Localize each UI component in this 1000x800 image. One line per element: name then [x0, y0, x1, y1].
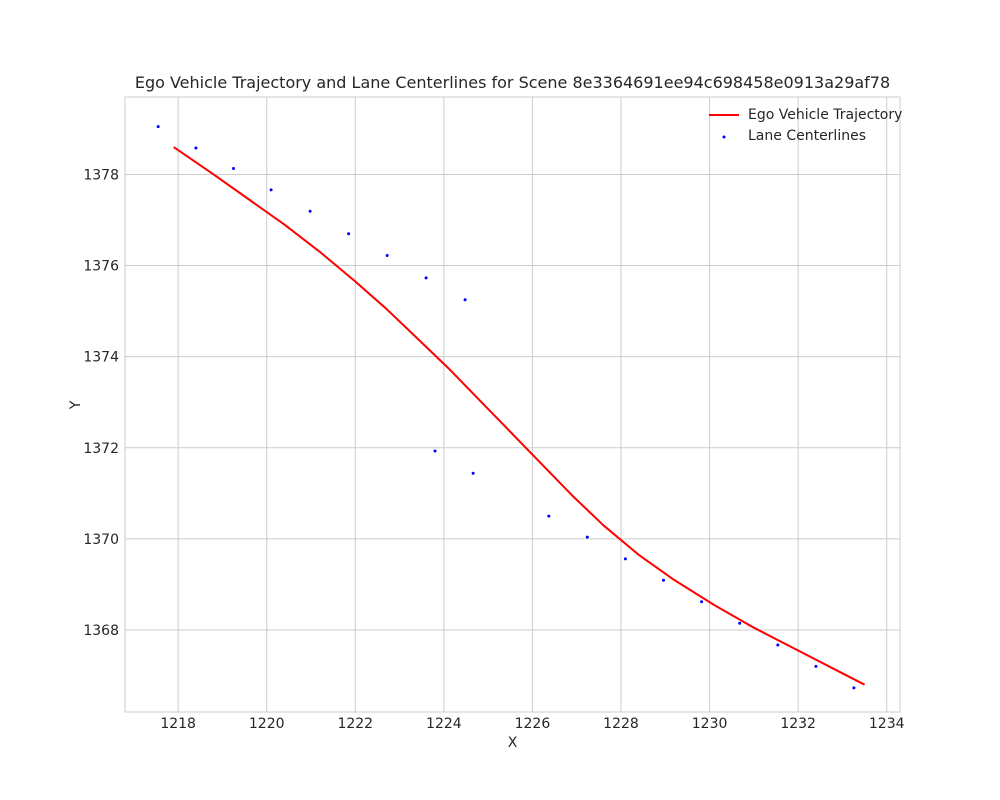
legend-trajectory-label: Ego Vehicle Trajectory — [748, 107, 902, 123]
lane-centerline-point — [269, 188, 273, 192]
ego-trajectory-line — [173, 146, 866, 686]
lane-centerline-point — [738, 621, 742, 625]
chart-title: Ego Vehicle Trajectory and Lane Centerli… — [135, 73, 890, 92]
y-axis-label: Y — [68, 400, 84, 410]
y-tick-label: 1370 — [83, 532, 119, 548]
x-tick-label: 1234 — [869, 716, 905, 732]
lane-centerline-point — [662, 578, 665, 582]
legend-centerline-label: Lane Centerlines — [748, 128, 866, 144]
x-tick-label: 1232 — [780, 716, 816, 732]
legend-centerline-swatch — [722, 135, 726, 139]
lane-centerline-point — [852, 686, 856, 690]
x-tick-label: 1230 — [692, 716, 728, 732]
plot-frame — [124, 96, 901, 713]
lane-centerline-point — [385, 254, 389, 257]
y-tick-label: 1368 — [83, 623, 119, 639]
x-axis-label: X — [508, 735, 518, 751]
lane-centerline-point — [156, 125, 160, 129]
y-tick-label: 1372 — [83, 441, 119, 457]
x-tick-label: 1222 — [337, 716, 373, 732]
y-tick-label: 1376 — [83, 259, 119, 275]
lane-centerline-point — [776, 643, 780, 647]
lane-centerline-point — [585, 535, 589, 539]
lane-centerline-point — [347, 232, 351, 236]
y-axis-ticks: 1368 1370 1372 1374 1376 1378 — [83, 167, 119, 639]
plot-area — [156, 125, 866, 690]
lane-centerline-point — [194, 146, 198, 150]
x-tick-label: 1226 — [515, 716, 551, 732]
x-tick-label: 1220 — [249, 716, 285, 732]
lane-centerline-point — [308, 209, 312, 213]
lane-centerline-point — [814, 664, 818, 668]
lane-centerline-point — [424, 276, 428, 280]
lane-centerline-point — [547, 514, 551, 518]
lane-centerline-point — [471, 471, 475, 475]
legend: Ego Vehicle Trajectory Lane Centerlines — [709, 107, 902, 144]
x-tick-label: 1224 — [426, 716, 462, 732]
x-tick-label: 1218 — [160, 716, 196, 732]
lane-centerline-point — [623, 557, 627, 561]
lane-centerline-point — [433, 449, 437, 453]
y-tick-label: 1374 — [83, 350, 119, 366]
lane-centerline-point — [463, 298, 467, 302]
lane-centerline-point — [232, 167, 235, 170]
grid — [125, 97, 900, 712]
lane-centerline-point — [700, 600, 704, 604]
y-tick-label: 1378 — [83, 167, 119, 183]
x-tick-label: 1228 — [603, 716, 639, 732]
x-axis-ticks: 1218 1220 1222 1224 1226 1228 1230 1232 1234 — [160, 716, 904, 732]
